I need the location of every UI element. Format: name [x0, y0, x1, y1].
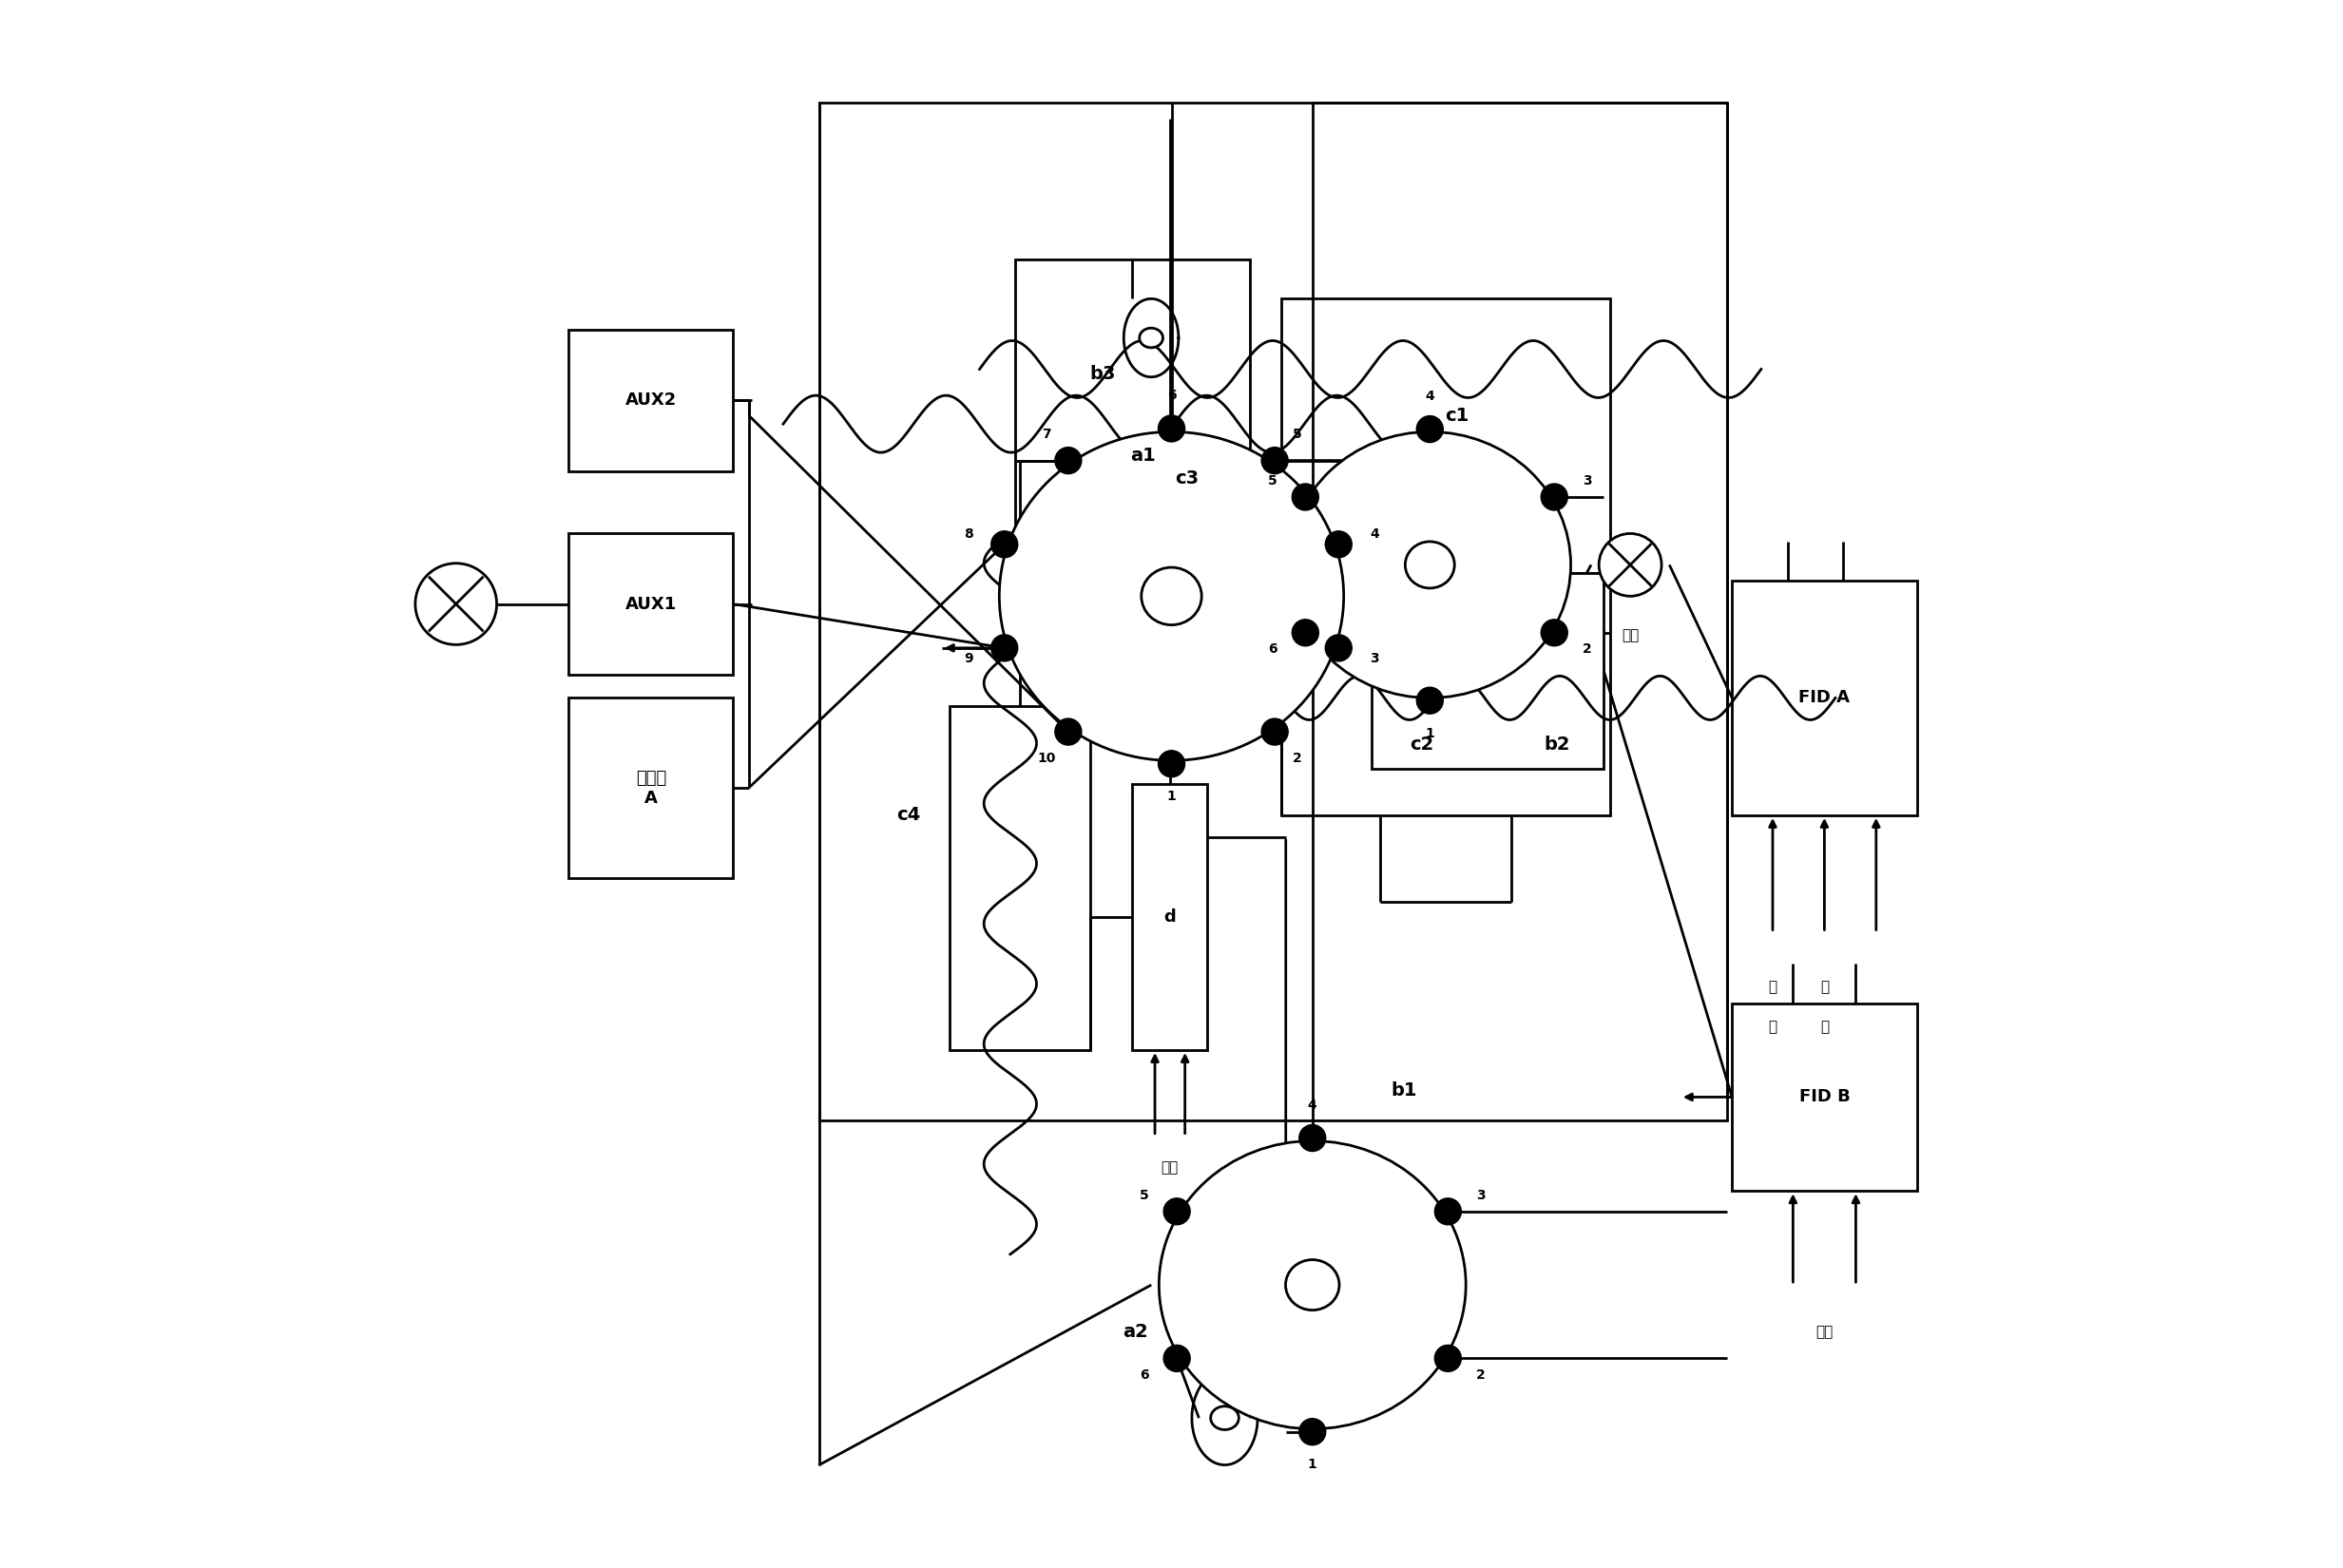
- Circle shape: [1054, 447, 1082, 474]
- Text: 2: 2: [1293, 751, 1300, 765]
- Text: c2: c2: [1410, 735, 1434, 754]
- Circle shape: [1261, 447, 1289, 474]
- Text: 10: 10: [1038, 751, 1054, 765]
- Ellipse shape: [1406, 541, 1455, 588]
- Bar: [1132, 784, 1207, 1051]
- Text: 7: 7: [1043, 426, 1050, 441]
- Circle shape: [1157, 751, 1186, 778]
- Text: d: d: [1164, 908, 1176, 925]
- Bar: [949, 706, 1089, 1051]
- Ellipse shape: [1211, 1406, 1239, 1430]
- Text: b1: b1: [1392, 1082, 1418, 1099]
- Text: a2: a2: [1122, 1323, 1148, 1341]
- Text: FID B: FID B: [1799, 1088, 1851, 1105]
- Bar: [1731, 580, 1917, 815]
- Circle shape: [1326, 635, 1352, 662]
- Text: 进样口
A: 进样口 A: [635, 770, 665, 806]
- Text: 气: 气: [1821, 1019, 1830, 1033]
- Text: a1: a1: [1132, 447, 1155, 464]
- Text: 8: 8: [963, 527, 972, 541]
- Text: 1: 1: [1167, 790, 1176, 803]
- Text: 9: 9: [963, 651, 972, 665]
- Ellipse shape: [1160, 1142, 1467, 1428]
- Text: AUX2: AUX2: [626, 392, 677, 409]
- Bar: [1015, 260, 1249, 564]
- Bar: [1282, 299, 1610, 815]
- Text: 2: 2: [1582, 643, 1591, 655]
- Ellipse shape: [1139, 328, 1162, 348]
- Bar: [569, 329, 733, 470]
- Circle shape: [1164, 1198, 1190, 1225]
- Circle shape: [1542, 619, 1567, 646]
- Text: 6: 6: [1167, 389, 1176, 403]
- Text: 2: 2: [1476, 1369, 1485, 1381]
- Text: b3: b3: [1089, 365, 1115, 383]
- Text: 空: 空: [1769, 980, 1776, 994]
- Text: 3: 3: [1371, 651, 1380, 665]
- Bar: [1373, 572, 1603, 768]
- Circle shape: [1326, 532, 1352, 558]
- Text: 1: 1: [1307, 1458, 1317, 1471]
- Circle shape: [1598, 533, 1661, 596]
- Circle shape: [1418, 416, 1443, 442]
- Bar: [820, 103, 1727, 1121]
- Circle shape: [1298, 1124, 1326, 1151]
- Circle shape: [1542, 483, 1567, 510]
- Text: 5: 5: [1293, 426, 1300, 441]
- Text: 5: 5: [1268, 474, 1277, 488]
- Circle shape: [1434, 1198, 1462, 1225]
- Circle shape: [1054, 718, 1082, 745]
- Circle shape: [1164, 1345, 1190, 1372]
- Bar: [569, 533, 733, 674]
- Circle shape: [991, 635, 1017, 662]
- Text: 空气: 空气: [1816, 1325, 1832, 1339]
- Text: c3: c3: [1176, 470, 1200, 488]
- Text: 气: 气: [1769, 1019, 1776, 1033]
- Text: 4: 4: [1307, 1099, 1317, 1112]
- Text: 6: 6: [1268, 643, 1277, 655]
- Text: 氢: 氢: [1821, 980, 1830, 994]
- Text: b2: b2: [1544, 735, 1570, 754]
- Circle shape: [991, 532, 1017, 558]
- Circle shape: [1157, 416, 1186, 442]
- Text: 1: 1: [1425, 728, 1434, 740]
- Text: 3: 3: [1476, 1189, 1485, 1201]
- Text: AUX1: AUX1: [626, 596, 677, 613]
- Circle shape: [415, 563, 497, 644]
- Circle shape: [1298, 1419, 1326, 1446]
- Ellipse shape: [998, 431, 1345, 760]
- Text: 6: 6: [1139, 1369, 1148, 1381]
- Bar: [1731, 1004, 1917, 1192]
- Text: c1: c1: [1443, 408, 1469, 425]
- Text: 针阀: 针阀: [1621, 629, 1638, 643]
- Ellipse shape: [1289, 431, 1570, 698]
- Circle shape: [1434, 1345, 1462, 1372]
- Text: 氢气: 氢气: [1162, 1160, 1179, 1174]
- Text: 5: 5: [1139, 1189, 1148, 1201]
- Circle shape: [1291, 619, 1319, 646]
- Circle shape: [1291, 483, 1319, 510]
- Circle shape: [1261, 718, 1289, 745]
- Text: 4: 4: [1425, 389, 1434, 403]
- Text: 4: 4: [1371, 527, 1380, 541]
- Ellipse shape: [1141, 568, 1202, 626]
- Circle shape: [1418, 687, 1443, 713]
- Bar: [569, 698, 733, 878]
- Text: FID A: FID A: [1799, 690, 1851, 707]
- Text: c4: c4: [897, 806, 921, 825]
- Text: 3: 3: [1582, 474, 1591, 488]
- Ellipse shape: [1286, 1259, 1340, 1311]
